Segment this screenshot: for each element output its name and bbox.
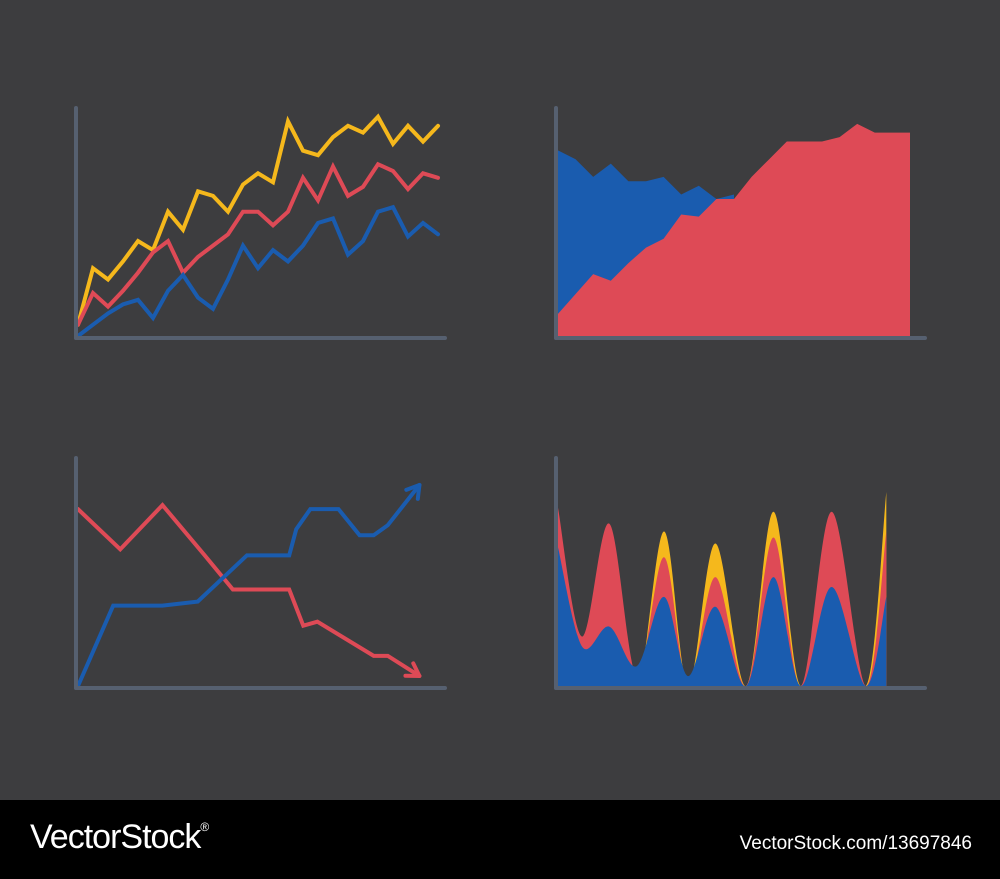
chart-4: [554, 456, 927, 690]
image-id: VectorStock.com/13697846: [739, 833, 972, 854]
charts-canvas: [74, 106, 927, 690]
chart-4-series-2-area: [558, 507, 887, 687]
chart-3-series-2-line: [76, 483, 422, 688]
chart-1-series-1-line: [76, 113, 440, 327]
chart-3-series-2-arrowhead: [404, 483, 422, 501]
chart-1-series-3-line: [76, 204, 440, 338]
chart-2-series-2-area: [558, 123, 910, 336]
chart-3: [74, 456, 447, 690]
chart-4-series-1-area: [558, 491, 887, 687]
chart-1-series-2-line: [76, 161, 440, 327]
chart-grid: [74, 106, 927, 690]
chart-3-series-1-line: [76, 502, 422, 678]
chart-1: [74, 106, 447, 340]
chart-4-series-3-area: [558, 547, 887, 687]
chart-2: [554, 106, 927, 340]
watermark-footer: VectorStock® VectorStock.com/13697846: [0, 800, 1000, 879]
brand-logo: VectorStock®: [30, 818, 209, 856]
chart-3-series-1-arrowhead: [403, 661, 422, 678]
